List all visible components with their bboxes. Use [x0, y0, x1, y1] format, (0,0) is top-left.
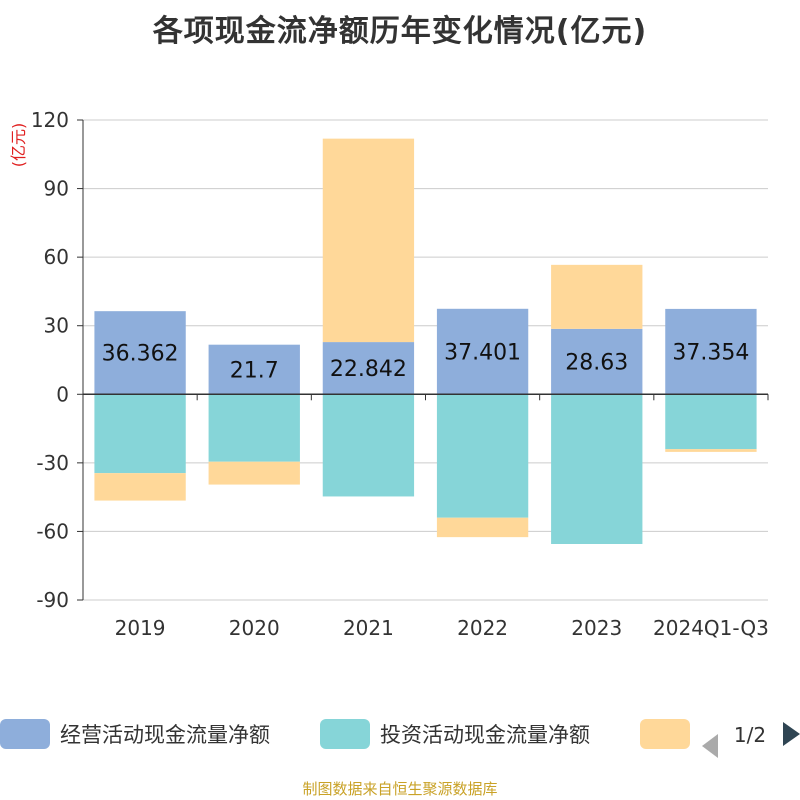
bar-series-2-2021[interactable]: [322, 394, 415, 497]
bar-series-3-2022[interactable]: [436, 517, 529, 538]
bar-series-3-2021[interactable]: [322, 138, 415, 343]
bar-series-1-2022[interactable]: [436, 308, 529, 395]
data-label-2022: 37.401: [444, 341, 521, 366]
data-label-2024Q1-Q3: 37.354: [672, 341, 749, 366]
bar-series-2-2023[interactable]: [551, 394, 643, 544]
data-labels: 36.362 21.7 22.842 37.401 28.63 37.354: [102, 341, 750, 384]
legend-next-icon[interactable]: [783, 722, 800, 746]
x-tick-label: 2022: [457, 616, 508, 640]
bar-series-1-2020[interactable]: [208, 344, 300, 395]
y-tick-label: 0: [56, 382, 69, 406]
x-tick-label: 2024Q1-Q3: [653, 616, 769, 640]
legend-swatch: [640, 719, 690, 749]
data-label-2020: 21.7: [230, 358, 279, 383]
legend-item-1[interactable]: 经营活动现金流量净额: [0, 719, 270, 749]
x-tick-label: 2020: [229, 616, 280, 640]
legend-item-3[interactable]: [640, 719, 690, 749]
bar-series-2-2022[interactable]: [436, 394, 529, 518]
y-tick-label: 60: [44, 245, 69, 269]
bar-series-1-2023[interactable]: [551, 328, 643, 395]
x-tick-label: 2021: [343, 616, 394, 640]
y-tick-label: 90: [44, 177, 69, 201]
grid-lines: [83, 119, 768, 601]
legend-page-indicator: 1/2: [734, 723, 766, 747]
y-tick-label: 120: [31, 108, 69, 132]
legend-prev-icon[interactable]: [702, 734, 718, 758]
bar-series-2-2024Q1-Q3[interactable]: [665, 394, 757, 450]
bar-series-3-2020[interactable]: [208, 461, 300, 485]
chart-title: 各项现金流净额历年变化情况(亿元): [152, 14, 648, 49]
y-tick-label: 30: [44, 314, 69, 338]
bar-series-3-2024Q1-Q3[interactable]: [665, 449, 757, 452]
y-tick-label: -30: [36, 451, 69, 475]
data-label-2019: 36.362: [102, 342, 179, 367]
y-tick-label: -60: [36, 519, 69, 543]
y-unit-label: (亿元): [9, 123, 28, 168]
data-label-2023: 28.63: [565, 351, 628, 376]
footer-source: 制图数据来自恒生聚源数据库: [302, 780, 498, 798]
bar-series-3-2019[interactable]: [94, 473, 186, 501]
legend-swatch: [0, 719, 50, 749]
legend-swatch: [320, 719, 370, 749]
y-tick-label: -90: [36, 588, 69, 612]
bar-series-1-2024Q1-Q3[interactable]: [665, 308, 757, 395]
legend-item-2[interactable]: 投资活动现金流量净额: [320, 719, 590, 749]
axes: -90 -60 -30 0 30 60 90 120 2019 2020 2021 2022 2023 2…: [31, 108, 769, 640]
bar-series-2-2019[interactable]: [94, 394, 186, 474]
x-tick-label: 2023: [571, 616, 622, 640]
legend-label: 投资活动现金流量净额: [380, 723, 590, 747]
data-label-2021: 22.842: [330, 357, 407, 382]
bar-series-1-2021[interactable]: [322, 342, 415, 395]
bars: [94, 138, 757, 544]
x-tick-label: 2019: [115, 616, 166, 640]
legend-label: 经营活动现金流量净额: [60, 723, 270, 747]
bar-series-3-2023[interactable]: [551, 264, 643, 329]
bar-series-1-2019[interactable]: [94, 311, 186, 395]
legend: 经营活动现金流量净额 投资活动现金流量净额 1/2: [0, 719, 800, 758]
bar-series-2-2020[interactable]: [208, 394, 300, 462]
